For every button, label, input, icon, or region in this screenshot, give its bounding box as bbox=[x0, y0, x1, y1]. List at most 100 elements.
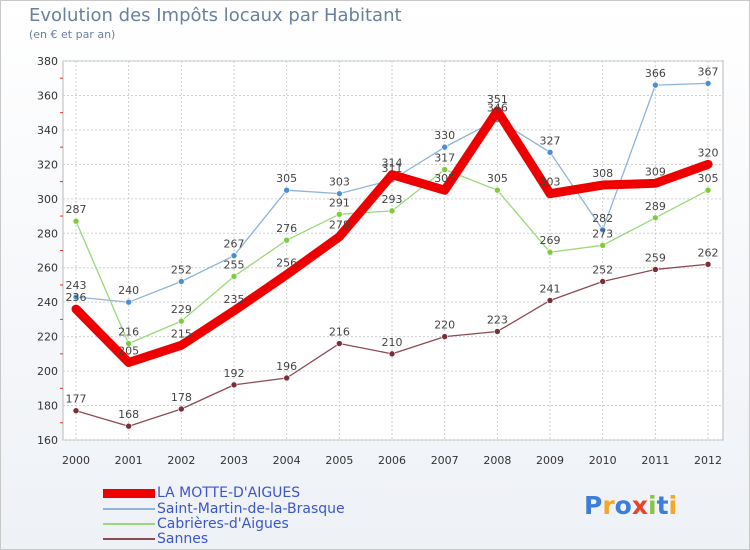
logo-letter: i bbox=[668, 491, 678, 520]
y-tick-label: 200 bbox=[37, 365, 58, 378]
legend-item-la-motte: LA MOTTE-D'AIGUES bbox=[103, 485, 300, 501]
data-label: 330 bbox=[434, 129, 455, 142]
y-tick-label: 300 bbox=[37, 193, 58, 206]
legend-label-cabrieres: Cabrières-d'Aigues bbox=[157, 516, 289, 532]
logo-letter: x bbox=[631, 491, 648, 520]
logo-letter: o bbox=[614, 491, 632, 520]
logo-letter: t bbox=[656, 491, 669, 520]
x-tick-label: 2005 bbox=[325, 454, 353, 467]
x-tick-label: 2010 bbox=[589, 454, 617, 467]
data-point bbox=[230, 252, 238, 259]
data-label: 303 bbox=[540, 176, 561, 189]
logo-letter: r bbox=[602, 491, 615, 520]
data-point bbox=[72, 293, 80, 301]
proxiti-logo: Proxiti bbox=[584, 491, 677, 520]
data-point bbox=[230, 273, 238, 280]
data-label: 216 bbox=[329, 326, 350, 339]
chart-subtitle: (en € et par an) bbox=[29, 28, 116, 41]
data-point bbox=[283, 186, 290, 194]
y-tick-label: 220 bbox=[37, 331, 58, 344]
legend-label-sannes: Sannes bbox=[157, 531, 209, 547]
data-label: 220 bbox=[434, 319, 455, 332]
data-point bbox=[441, 166, 448, 173]
data-point bbox=[441, 333, 448, 340]
x-tick-label: 2006 bbox=[378, 454, 406, 467]
y-tick-label: 180 bbox=[37, 400, 58, 413]
data-point bbox=[230, 381, 238, 389]
data-label: 196 bbox=[276, 360, 297, 373]
data-label: 255 bbox=[224, 258, 245, 271]
data-label: 240 bbox=[118, 284, 139, 297]
data-label: 168 bbox=[118, 408, 139, 421]
data-point bbox=[125, 340, 132, 347]
data-label: 267 bbox=[224, 238, 245, 251]
data-label: 327 bbox=[540, 134, 561, 147]
x-tick-label: 2007 bbox=[431, 454, 459, 467]
data-label: 314 bbox=[382, 157, 403, 170]
legend-item-sannes: Sannes bbox=[103, 531, 208, 547]
x-tick-label: 2003 bbox=[220, 454, 248, 467]
data-point bbox=[494, 186, 501, 194]
legend-swatch-saint-martin bbox=[103, 508, 155, 510]
data-label: 256 bbox=[276, 257, 297, 270]
data-label: 259 bbox=[645, 251, 666, 264]
data-point bbox=[336, 340, 343, 347]
data-label: 236 bbox=[66, 291, 87, 304]
data-label: 223 bbox=[487, 313, 508, 326]
data-label: 367 bbox=[698, 65, 719, 78]
plot-area bbox=[62, 60, 724, 441]
legend-item-cabrieres: Cabrières-d'Aigues bbox=[103, 516, 289, 532]
data-label: 178 bbox=[171, 391, 192, 404]
data-label: 320 bbox=[698, 146, 719, 159]
data-point bbox=[704, 80, 712, 87]
data-label: 309 bbox=[645, 165, 666, 178]
logo-letter: i bbox=[648, 491, 657, 520]
logo-letter: P bbox=[584, 491, 603, 520]
data-point bbox=[652, 214, 659, 222]
data-label: 262 bbox=[698, 246, 719, 259]
data-point bbox=[441, 143, 448, 151]
data-label: 192 bbox=[224, 367, 245, 380]
data-point bbox=[283, 374, 290, 382]
x-tick-label: 2002 bbox=[167, 454, 195, 467]
data-label: 351 bbox=[487, 93, 508, 106]
data-label: 252 bbox=[171, 264, 192, 277]
data-label: 205 bbox=[118, 344, 139, 357]
data-label: 282 bbox=[592, 212, 613, 225]
data-point bbox=[652, 266, 659, 273]
data-label: 210 bbox=[382, 336, 403, 349]
y-tick-label: 280 bbox=[37, 227, 58, 240]
legend-item-saint-martin: Saint-Martin-de-la-Brasque bbox=[103, 501, 345, 517]
y-tick-label: 340 bbox=[37, 124, 58, 137]
data-label: 293 bbox=[382, 193, 403, 206]
data-point bbox=[599, 242, 607, 249]
data-label: 273 bbox=[592, 227, 613, 240]
y-tick-label: 360 bbox=[37, 89, 58, 102]
y-tick-label: 160 bbox=[37, 434, 58, 447]
data-label: 305 bbox=[487, 172, 508, 185]
data-label: 366 bbox=[645, 67, 666, 80]
x-tick-label: 2011 bbox=[641, 454, 669, 467]
data-label: 241 bbox=[540, 282, 561, 295]
x-tick-label: 2009 bbox=[536, 454, 564, 467]
data-point bbox=[178, 405, 185, 413]
legend-swatch-cabrieres bbox=[103, 523, 155, 525]
data-point bbox=[652, 81, 659, 89]
data-point bbox=[599, 278, 607, 285]
data-point bbox=[125, 298, 132, 306]
data-point bbox=[72, 407, 80, 415]
data-point bbox=[336, 190, 343, 197]
y-tick-label: 240 bbox=[37, 296, 58, 309]
data-point bbox=[336, 211, 343, 218]
x-tick-label: 2008 bbox=[483, 454, 511, 467]
data-label: 303 bbox=[329, 176, 350, 189]
y-tick-label: 260 bbox=[37, 262, 58, 275]
data-point bbox=[388, 350, 396, 358]
data-label: 305 bbox=[276, 172, 297, 185]
legend-swatch-la-motte bbox=[103, 488, 155, 498]
data-label: 289 bbox=[645, 200, 666, 213]
legend-label-saint-martin: Saint-Martin-de-la-Brasque bbox=[157, 501, 345, 517]
data-label: 291 bbox=[329, 196, 350, 209]
x-tick-label: 2004 bbox=[273, 454, 301, 467]
